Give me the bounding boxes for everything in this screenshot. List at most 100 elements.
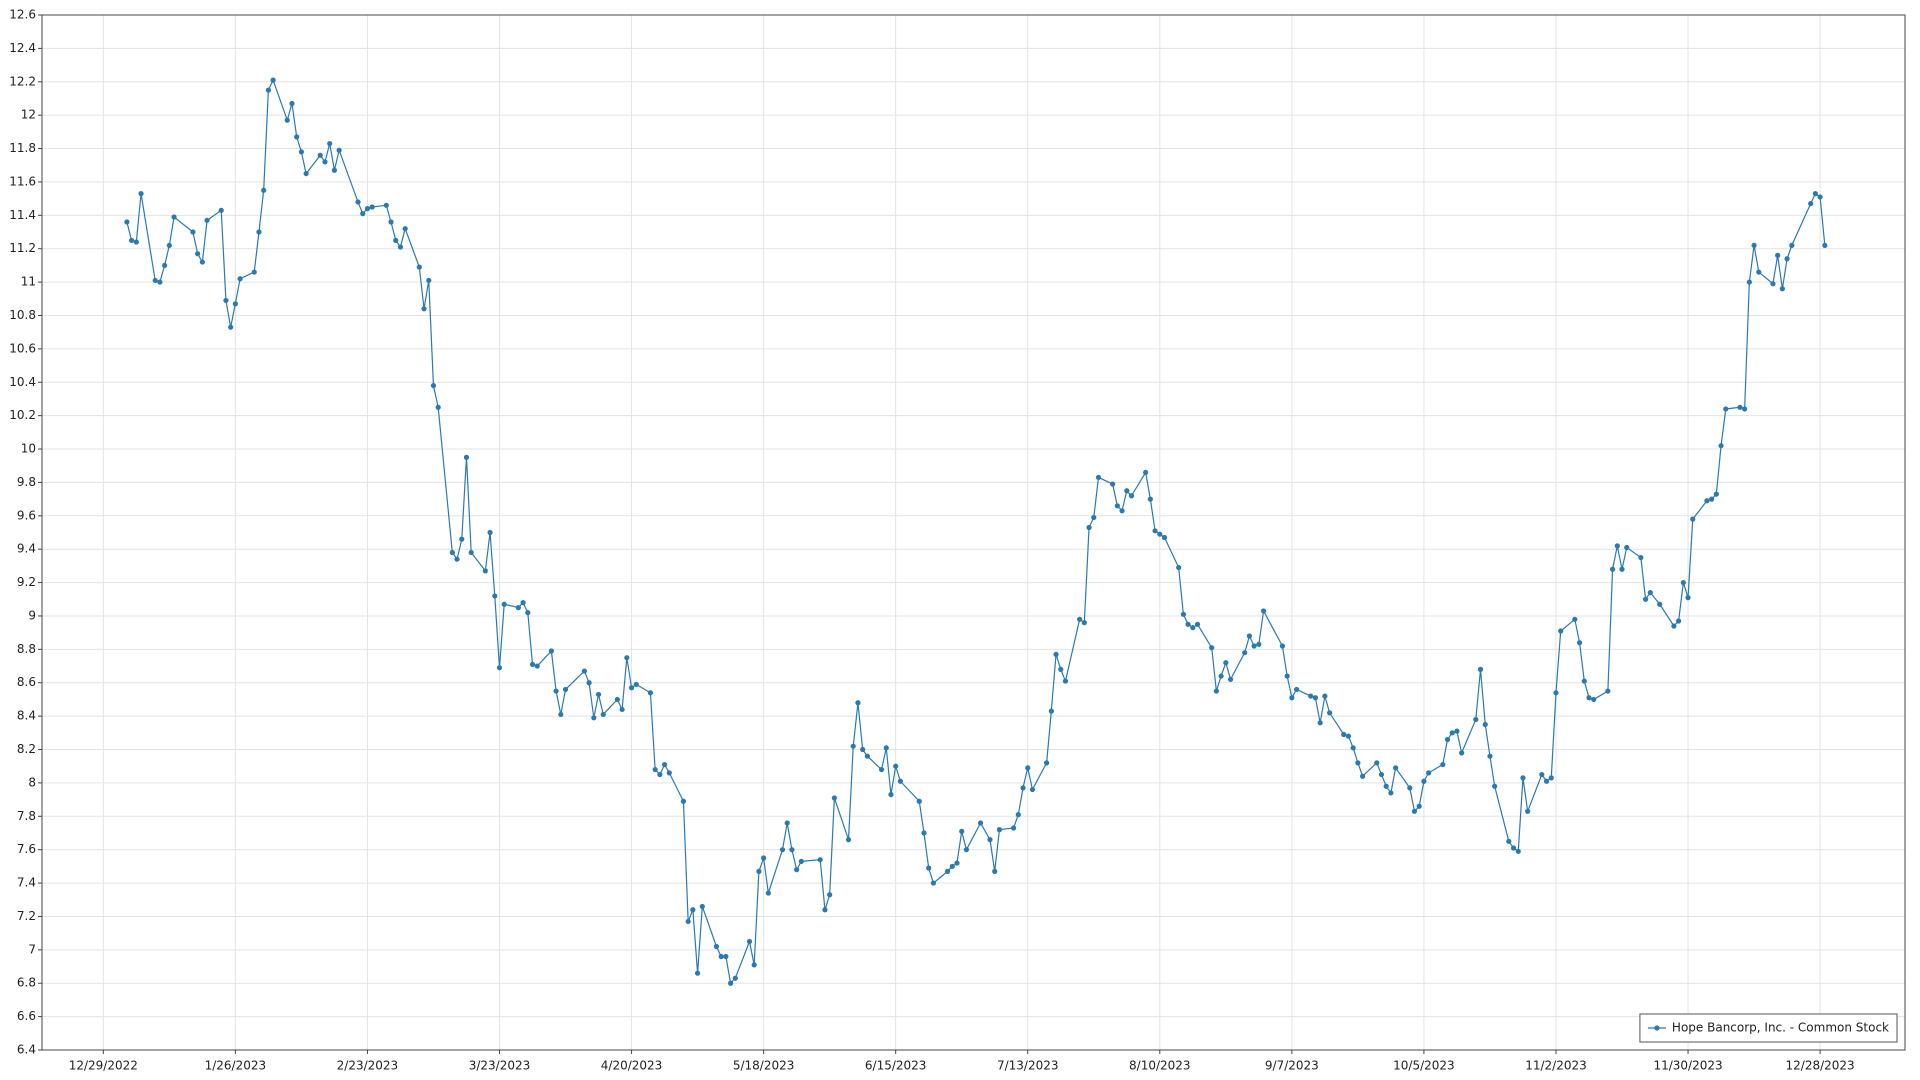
data-point [1345,733,1352,739]
data-point [1218,673,1224,679]
data-point [1279,643,1286,649]
data-point [595,691,602,698]
data-point [303,170,309,177]
y-tick-label: 10 [21,442,36,456]
data-point [1110,481,1116,487]
data-point [426,277,432,284]
data-point [1822,242,1828,248]
data-point [1487,753,1493,759]
data-point [633,681,639,688]
data-point [1756,269,1762,275]
series-line [126,78,1826,985]
data-point [1520,775,1526,781]
data-point [1586,695,1592,701]
data-point [1091,514,1097,521]
data-point [1407,785,1413,791]
data-point [501,601,507,607]
data-point [1213,688,1219,694]
data-point [1128,493,1135,499]
data-point [1440,761,1446,768]
data-point [553,688,559,694]
data-point [1114,503,1120,509]
x-tick-label: 1/26/2023 [205,1059,267,1073]
data-point [1482,721,1488,728]
x-tick-label: 11/2/2023 [1525,1059,1587,1073]
data-point [1147,496,1153,502]
data-point [558,711,564,718]
data-point [1492,783,1498,789]
x-tick-label: 5/18/2023 [733,1059,795,1073]
data-point [383,202,389,208]
x-tick-label: 9/7/2023 [1265,1059,1319,1073]
data-point [728,980,734,986]
data-point [1322,693,1328,699]
data-point [435,404,441,410]
data-point [1350,745,1356,751]
data-point [1812,191,1818,197]
data-point [369,204,375,210]
data-point [237,276,243,282]
data-point [723,953,729,960]
data-point [1062,678,1069,684]
y-tick-label: 11.4 [9,208,36,222]
data-point [1355,760,1361,766]
data-point [1576,640,1583,646]
data-point [746,938,753,945]
data-point [1086,524,1092,531]
data-point [162,262,168,269]
data-point [190,229,196,235]
data-point [761,855,767,861]
y-tick-label: 9.8 [17,475,36,489]
data-point [1411,808,1418,814]
data-point [888,791,894,798]
data-point [1742,406,1748,412]
data-point [388,219,394,225]
y-tick-label: 7.8 [17,809,36,823]
data-point [1510,845,1517,851]
data-point [987,837,993,843]
data-point [586,680,592,686]
data-point [1713,491,1719,497]
y-tick-label: 6.4 [17,1043,36,1057]
plot-area [124,77,1828,986]
data-point [930,880,937,886]
data-point [1638,554,1644,561]
y-tick-label: 12.6 [9,8,36,22]
data-point [794,867,800,873]
data-point [298,149,305,155]
data-point [1025,765,1031,771]
data-point [1048,708,1054,714]
data-point [1185,621,1191,627]
data-point [1449,730,1455,736]
data-point [1789,242,1795,248]
data-point [525,610,531,616]
data-point [718,953,724,960]
data-point [850,743,856,749]
data-point [1619,566,1625,572]
data-point [1161,534,1168,541]
data-point [680,798,687,804]
data-point [284,117,290,123]
data-point [1010,825,1017,831]
data-point [492,593,498,599]
data-point [1746,279,1752,285]
data-point [430,382,437,389]
data-point [1383,783,1389,789]
data-point [647,690,654,696]
y-tick-label: 9.2 [17,575,36,589]
data-point [270,77,276,83]
data-point [1605,688,1611,694]
data-point [1723,406,1729,412]
y-tick-label: 7.6 [17,842,36,856]
data-point [232,301,238,307]
data-point [713,943,720,950]
data-point [1341,731,1347,738]
data-point [421,306,427,312]
x-tick-label: 12/28/2023 [1786,1059,1855,1073]
data-point [949,863,955,869]
y-tick-label: 12 [21,108,36,122]
x-tick-label: 10/5/2023 [1393,1059,1455,1073]
data-point [789,847,795,853]
data-point [1416,803,1422,809]
